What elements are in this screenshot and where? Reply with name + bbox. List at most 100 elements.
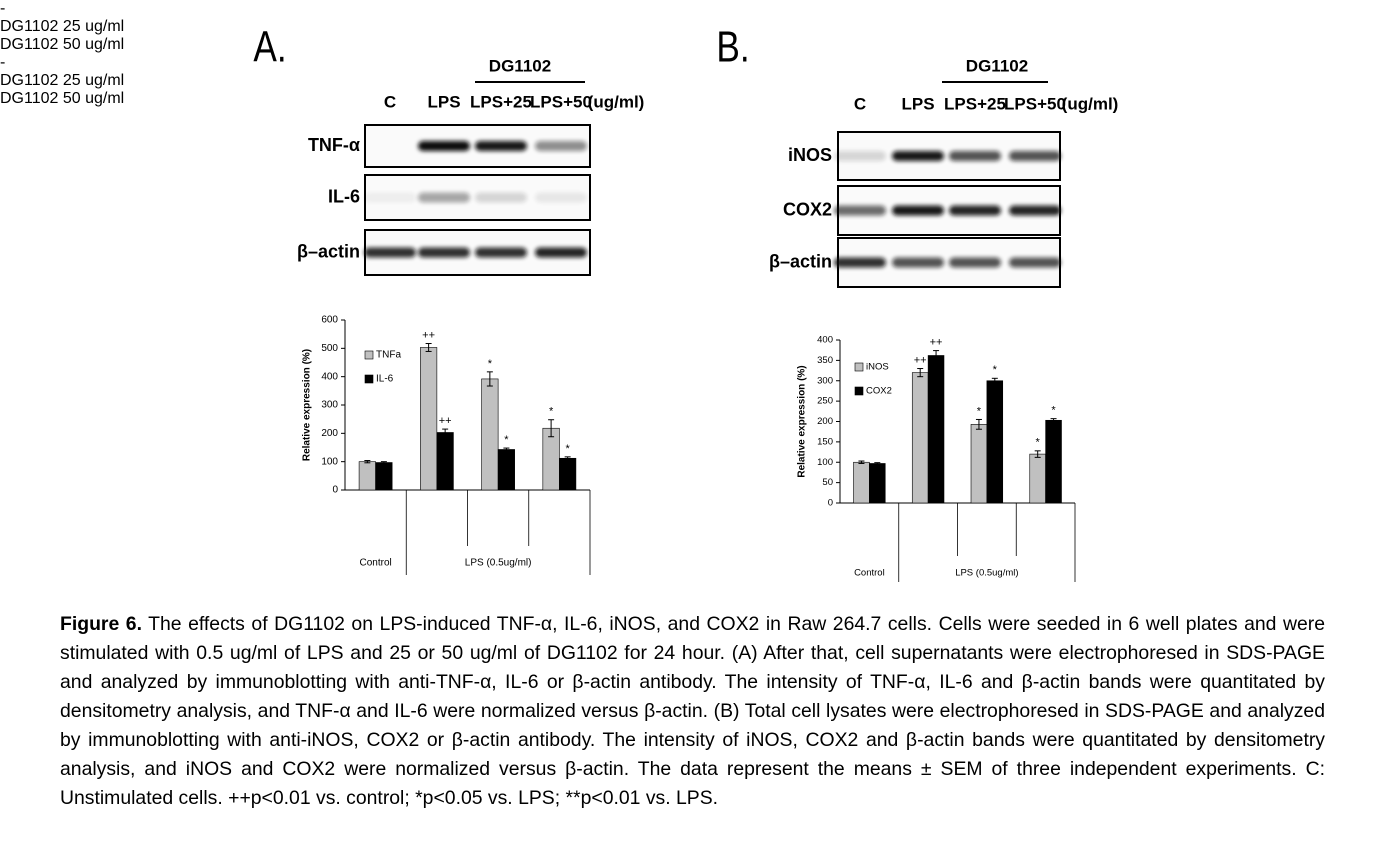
bar (1045, 419, 1062, 504)
blot-band (892, 151, 944, 161)
panel-label: B. (716, 23, 749, 72)
lane-label: LPS (427, 92, 460, 111)
y-tick-label: 100 (817, 457, 833, 468)
lane-label: LPS (901, 94, 934, 113)
lane-label: C (384, 92, 396, 111)
blot-band (834, 257, 886, 268)
unit-label: (ug/ml) (588, 92, 645, 111)
significance-mark: ++ (422, 329, 435, 341)
significance-mark: * (1051, 405, 1056, 417)
group-label: LPS (0.5ug/ml) (465, 558, 532, 569)
legend-label: COX2 (866, 386, 892, 397)
blot-band (949, 257, 1001, 268)
blot-band (364, 247, 416, 258)
significance-mark: * (993, 364, 998, 376)
bar (420, 347, 438, 491)
lane-label: C (854, 94, 866, 113)
unit-label: (ug/ml) (1062, 94, 1119, 113)
significance-mark: ++ (930, 337, 943, 349)
blot-row-label: COX2 (783, 199, 832, 219)
blot-band (475, 141, 527, 151)
blot-band (418, 141, 470, 151)
y-tick-label: 0 (332, 485, 338, 496)
lane-label: LPS+50 (1004, 94, 1066, 113)
blot-band (475, 192, 527, 203)
blot-band (364, 192, 416, 203)
significance-mark: ++ (914, 354, 927, 366)
lane-label: LPS+25 (944, 94, 1006, 113)
blot-row-label: β–actin (297, 241, 360, 261)
y-tick-label: 100 (321, 456, 338, 467)
blot-band (418, 247, 470, 258)
y-tick-label: 0 (828, 498, 833, 509)
y-tick-label: 500 (321, 343, 338, 354)
y-tick-label: 150 (817, 436, 833, 447)
bar (481, 378, 499, 491)
legend-swatch (854, 386, 864, 396)
blot-band (834, 151, 886, 161)
significance-mark: * (566, 443, 571, 455)
blot-band (475, 247, 527, 258)
legend-label: IL-6 (376, 374, 394, 385)
legend-label: iNOS (866, 362, 889, 373)
blot-row-label: TNF-α (308, 135, 360, 155)
y-tick-label: 350 (817, 355, 833, 366)
y-tick-label: 400 (321, 371, 338, 382)
significance-mark: * (549, 406, 554, 418)
group-label: LPS (0.5ug/ml) (955, 568, 1018, 579)
bar (358, 461, 376, 491)
blot-band (949, 205, 1001, 216)
caption-text: The effects of DG1102 on LPS-induced TNF… (60, 613, 1325, 809)
x-tick-label: DG1102 25 ug/ml (0, 18, 125, 35)
significance-mark: * (488, 358, 493, 370)
x-tick-label: - (0, 54, 6, 71)
blot-band (834, 205, 886, 216)
bar (375, 462, 393, 491)
bar (911, 372, 929, 504)
y-tick-label: 600 (321, 315, 338, 326)
legend-swatch (364, 374, 374, 384)
significance-mark: * (504, 434, 509, 446)
y-tick-label: 300 (817, 375, 833, 386)
blot-row-label: iNOS (788, 145, 832, 165)
y-tick-label: 200 (817, 416, 833, 427)
blot-row-label: IL-6 (328, 186, 360, 206)
blot-band (1009, 257, 1061, 268)
blot-band (535, 247, 587, 258)
legend-label: TNFa (376, 350, 401, 361)
y-axis-label: Relative expression (%) (302, 349, 313, 461)
group-label: Control (854, 568, 885, 579)
bar (497, 449, 515, 491)
bar (927, 355, 945, 504)
blot-band (1009, 205, 1061, 216)
bar (970, 424, 988, 504)
x-tick-label: DG1102 50 ug/ml (0, 36, 125, 53)
blot-band (892, 205, 944, 216)
x-tick-label: DG1102 50 ug/ml (0, 90, 125, 107)
treatment-label: DG1102 (489, 56, 551, 75)
caption-label: Figure 6. (60, 613, 142, 635)
blot-row-label: β–actin (769, 251, 832, 271)
bar (869, 463, 886, 504)
bar (436, 432, 454, 491)
blot-band (535, 192, 587, 203)
blot-band (892, 257, 944, 268)
y-tick-label: 300 (321, 400, 338, 411)
significance-mark: * (1036, 437, 1041, 449)
bar (542, 427, 560, 491)
legend-swatch (854, 362, 864, 372)
blot-band (1009, 151, 1061, 161)
y-axis-label: Relative expression (%) (797, 365, 808, 477)
significance-mark: * (977, 405, 982, 417)
treatment-label: DG1102 (966, 56, 1028, 75)
blot-band (535, 141, 587, 151)
blot-band (949, 151, 1001, 161)
legend-swatch (364, 350, 374, 360)
x-tick-label: - (0, 0, 6, 17)
bar (986, 380, 1004, 504)
bar (853, 461, 870, 504)
bar (559, 457, 577, 491)
bar (1029, 453, 1046, 504)
